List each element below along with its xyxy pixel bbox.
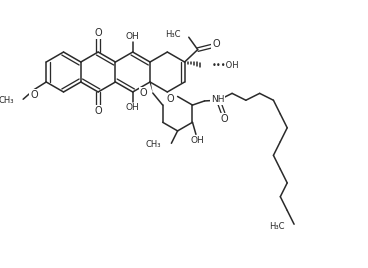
Text: OH: OH [190,136,204,145]
Text: O: O [139,88,147,98]
Text: NH: NH [211,95,224,104]
Text: OH: OH [126,32,139,41]
Polygon shape [149,81,153,93]
Text: O: O [220,114,228,124]
Text: CH₃: CH₃ [0,96,14,105]
Text: H₃C: H₃C [164,30,180,39]
Text: O: O [31,90,38,100]
Text: •••OH: •••OH [212,61,240,70]
Text: O: O [212,39,220,50]
Text: O: O [94,106,102,116]
Text: OH: OH [126,103,139,112]
Text: H₃C: H₃C [269,222,284,231]
Text: O: O [166,94,174,104]
Text: CH₃: CH₃ [146,140,161,149]
Text: O: O [94,28,102,38]
